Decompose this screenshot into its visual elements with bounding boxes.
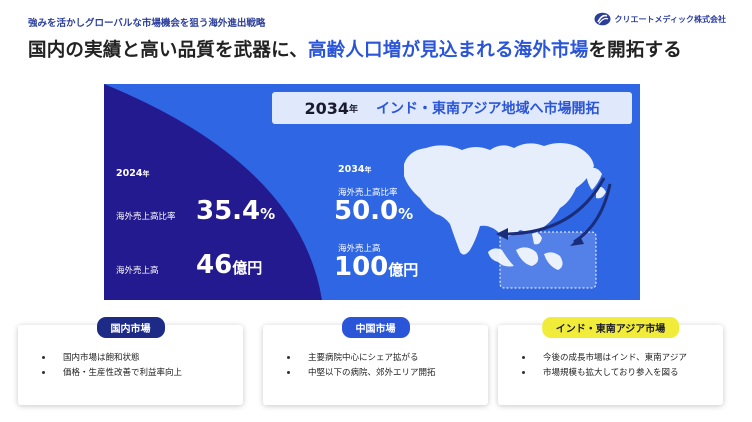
current-status-area bbox=[104, 84, 322, 300]
target-ratio-value: 50.0 bbox=[334, 196, 399, 226]
current-sales: 46億円 bbox=[196, 250, 262, 280]
target-year-suffix: 年 bbox=[364, 166, 372, 174]
target-sales-label: 海外売上高 bbox=[338, 244, 381, 254]
india-sea-market-list: 今後の成長市場はインド、東南アジア 市場規模も拡大しており参入を図る bbox=[522, 351, 687, 381]
target-banner: 2034 年 インド・東南アジア地域へ市場開拓 bbox=[272, 92, 632, 124]
arrow-to-india-head bbox=[496, 228, 508, 240]
bullet-icon bbox=[287, 356, 290, 359]
china-market-list: 主要病院中心にシェア拡がる 中堅以下の病院、郊外エリア開拓 bbox=[287, 351, 436, 381]
asia-map-icon bbox=[404, 143, 606, 270]
target-year: 2034年 bbox=[338, 164, 371, 175]
target-sales-value: 100 bbox=[334, 252, 389, 282]
india-sea-market-card: インド・東南アジア市場 今後の成長市場はインド、東南アジア 市場規模も拡大してお… bbox=[498, 317, 723, 405]
india-sea-market-title: インド・東南アジア市場 bbox=[541, 317, 680, 338]
domestic-market-card: 国内市場 国内市場は飽和状態 価格・生産性改善で利益率向上 bbox=[18, 317, 243, 405]
arrow-to-sea-head bbox=[570, 236, 584, 246]
bullet-icon bbox=[522, 356, 525, 359]
china-market-title: 中国市場 bbox=[341, 317, 410, 338]
list-item-text: 市場規模も拡大しており参入を図る bbox=[543, 368, 679, 378]
target-ratio-unit: % bbox=[398, 205, 414, 223]
banner-year: 2034 bbox=[304, 98, 350, 118]
list-item-text: 国内市場は飽和状態 bbox=[63, 353, 140, 363]
target-sales: 100億円 bbox=[334, 252, 418, 282]
current-ratio: 35.4% bbox=[196, 196, 275, 226]
headline-highlight: 高齢人口増が見込まれる海外市場 bbox=[307, 40, 589, 61]
current-ratio-value: 35.4 bbox=[196, 196, 261, 226]
current-year-suffix: 年 bbox=[142, 170, 150, 178]
list-item-text: 主要病院中心にシェア拡がる bbox=[308, 353, 419, 363]
list-item-text: 価格・生産性改善で利益率向上 bbox=[63, 368, 183, 378]
list-item: 価格・生産性改善で利益率向上 bbox=[42, 366, 183, 381]
domestic-market-title: 国内市場 bbox=[96, 317, 165, 338]
sea-highlight-box bbox=[499, 231, 597, 289]
domestic-market-list: 国内市場は飽和状態 価格・生産性改善で利益率向上 bbox=[42, 351, 183, 381]
list-item: 今後の成長市場はインド、東南アジア bbox=[522, 351, 687, 366]
bullet-icon bbox=[42, 371, 45, 374]
target-ratio: 50.0% bbox=[334, 196, 413, 226]
list-item: 主要病院中心にシェア拡がる bbox=[287, 351, 436, 366]
list-item: 市場規模も拡大しており参入を図る bbox=[522, 366, 687, 381]
company-logo-icon bbox=[594, 12, 611, 26]
list-item: 中堅以下の病院、郊外エリア開拓 bbox=[287, 366, 436, 381]
target-sales-unit: 億円 bbox=[388, 261, 419, 279]
current-ratio-label: 海外売上高比率 bbox=[116, 212, 176, 222]
page-headline: 国内の実績と高い品質を武器に、高齢人口増が見込まれる海外市場を開拓する bbox=[28, 36, 682, 62]
headline-part1: 国内の実績と高い品質を武器に、 bbox=[28, 40, 308, 61]
current-sales-unit: 億円 bbox=[232, 259, 263, 277]
target-ratio-label: 海外売上高比率 bbox=[338, 188, 398, 198]
page-subtitle: 強みを活かしグローバルな市場機会を狙う海外進出戦略 bbox=[28, 18, 266, 29]
bullet-icon bbox=[42, 356, 45, 359]
list-item: 国内市場は飽和状態 bbox=[42, 351, 182, 366]
current-year-value: 2024 bbox=[116, 168, 143, 179]
bullet-icon bbox=[522, 371, 525, 374]
bullet-icon bbox=[287, 371, 290, 374]
headline-part2: を開拓する bbox=[588, 40, 682, 61]
company-logo: クリエートメディック株式会社 bbox=[594, 10, 726, 28]
strategy-panel: 2034 年インド・東南アジア地域へ市場開拓 2024年 海外売上高比率 35.4… bbox=[104, 84, 640, 300]
banner-region: インド・東南アジア地域へ市場開拓 bbox=[376, 101, 600, 117]
current-sales-value: 46 bbox=[196, 250, 233, 280]
list-item-text: 中堅以下の病院、郊外エリア開拓 bbox=[308, 368, 436, 378]
current-sales-label: 海外売上高 bbox=[116, 266, 159, 276]
current-year: 2024年 bbox=[116, 168, 149, 179]
list-item-text: 今後の成長市場はインド、東南アジア bbox=[543, 353, 687, 363]
panel-background bbox=[104, 84, 612, 300]
current-ratio-unit: % bbox=[260, 205, 276, 223]
company-logo-text: クリエートメディック株式会社 bbox=[614, 14, 726, 24]
banner-year-suffix: 年 bbox=[349, 104, 359, 115]
china-market-card: 中国市場 主要病院中心にシェア拡がる 中堅以下の病院、郊外エリア開拓 bbox=[263, 317, 488, 405]
arrow-to-india bbox=[503, 177, 606, 236]
target-year-value: 2034 bbox=[338, 164, 365, 175]
